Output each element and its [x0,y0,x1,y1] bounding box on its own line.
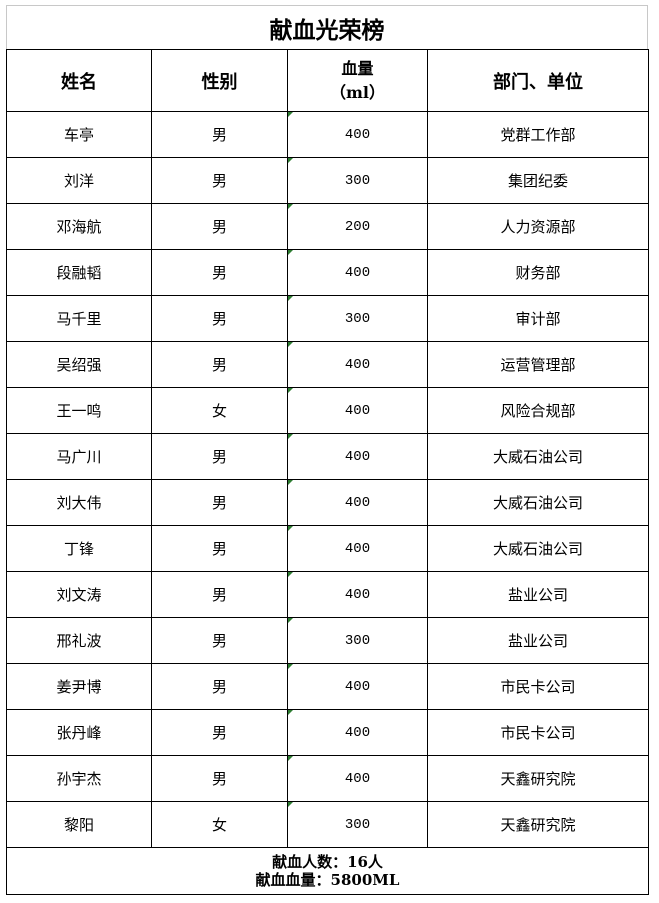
cell-volume[interactable]: 400 [287,433,428,480]
cell-volume[interactable]: 400 [287,341,428,388]
cell-volume[interactable]: 400 [287,663,428,710]
cell-volume[interactable]: 200 [287,203,428,250]
cell-gender[interactable]: 男 [151,341,288,388]
total-volume: 献血血量：5800ML [255,871,400,889]
cell-gender[interactable]: 男 [151,663,288,710]
cell-volume[interactable]: 400 [287,571,428,618]
cell-volume[interactable]: 300 [287,801,428,848]
table-row: 刘大伟男 400 大威石油公司 [6,479,649,526]
cell-volume[interactable]: 400 [287,387,428,434]
cell-name[interactable]: 邓海航 [6,203,152,250]
header-volume-line2: （ml） [329,82,385,102]
donor-count: 献血人数：16人 [272,853,383,871]
cell-dept[interactable]: 运营管理部 [427,341,649,388]
table-row: 邓海航男 200 人力资源部 [6,203,649,250]
table-row: 马广川男 400 大威石油公司 [6,433,649,480]
table-row: 刘文涛男 400 盐业公司 [6,571,649,618]
cell-name[interactable]: 张丹峰 [6,709,152,756]
cell-gender[interactable]: 男 [151,525,288,572]
cell-gender[interactable]: 男 [151,755,288,802]
table-row: 车亭男 400 党群工作部 [6,111,649,158]
cell-volume[interactable]: 300 [287,295,428,342]
cell-gender[interactable]: 男 [151,479,288,526]
cell-dept[interactable]: 盐业公司 [427,617,649,664]
cell-dept[interactable]: 风险合规部 [427,387,649,434]
cell-gender[interactable]: 女 [151,801,288,848]
cell-gender[interactable]: 男 [151,249,288,296]
cell-dept[interactable]: 财务部 [427,249,649,296]
table-row: 吴绍强男 400 运营管理部 [6,341,649,388]
header-volume-line1: 血量 [341,58,374,78]
cell-volume[interactable]: 300 [287,617,428,664]
cell-name[interactable]: 邢礼波 [6,617,152,664]
cell-dept[interactable]: 大威石油公司 [427,525,649,572]
cell-dept[interactable]: 盐业公司 [427,571,649,618]
cell-dept[interactable]: 人力资源部 [427,203,649,250]
donor-table: 姓名 性别 血量 （ml） 部门、单位 车亭男 400 党群工作部 刘洋男 300 集团纪委… [6,49,649,895]
cell-name[interactable]: 刘文涛 [6,571,152,618]
cell-name[interactable]: 刘大伟 [6,479,152,526]
table-row: 黎阳女 300 天鑫研究院 [6,801,649,848]
cell-gender[interactable]: 男 [151,617,288,664]
cell-dept[interactable]: 集团纪委 [427,157,649,204]
cell-dept[interactable]: 大威石油公司 [427,479,649,526]
cell-dept[interactable]: 审计部 [427,295,649,342]
cell-dept[interactable]: 市民卡公司 [427,709,649,756]
cell-name[interactable]: 孙宇杰 [6,755,152,802]
table-row: 姜尹博男 400 市民卡公司 [6,663,649,710]
cell-name[interactable]: 黎阳 [6,801,152,848]
cell-name[interactable]: 马广川 [6,433,152,480]
header-name: 姓名 [6,49,152,112]
cell-gender[interactable]: 男 [151,433,288,480]
cell-name[interactable]: 王一鸣 [6,387,152,434]
table-row: 王一鸣女 400 风险合规部 [6,387,649,434]
table-row: 孙宇杰男 400 天鑫研究院 [6,755,649,802]
cell-gender[interactable]: 男 [151,157,288,204]
table-row: 邢礼波男 300 盐业公司 [6,617,649,664]
cell-name[interactable]: 车亭 [6,111,152,158]
honor-roll-sheet: 献血光荣榜 姓名 性别 血量 （ml） 部门、单位 车亭男 400 党群工作部 刘洋男 3… [6,5,649,895]
cell-volume[interactable]: 400 [287,525,428,572]
cell-dept[interactable]: 大威石油公司 [427,433,649,480]
cell-dept[interactable]: 天鑫研究院 [427,755,649,802]
cell-gender[interactable]: 男 [151,571,288,618]
cell-volume[interactable]: 300 [287,157,428,204]
cell-name[interactable]: 吴绍强 [6,341,152,388]
cell-volume[interactable]: 400 [287,479,428,526]
cell-dept[interactable]: 市民卡公司 [427,663,649,710]
cell-gender[interactable]: 男 [151,111,288,158]
cell-name[interactable]: 姜尹博 [6,663,152,710]
cell-volume[interactable]: 400 [287,755,428,802]
cell-dept[interactable]: 党群工作部 [427,111,649,158]
summary-row: 献血人数：16人 献血血量：5800ML [6,847,649,895]
table-row: 丁锋男 400 大威石油公司 [6,525,649,572]
cell-gender[interactable]: 男 [151,203,288,250]
cell-volume[interactable]: 400 [287,249,428,296]
cell-gender[interactable]: 男 [151,295,288,342]
cell-name[interactable]: 丁锋 [6,525,152,572]
summary-cell: 献血人数：16人 献血血量：5800ML [6,847,649,895]
sheet-title: 献血光荣榜 [6,5,648,49]
header-dept: 部门、单位 [427,49,649,112]
header-volume: 血量 （ml） [287,49,428,112]
header-row: 姓名 性别 血量 （ml） 部门、单位 [6,49,649,112]
cell-gender[interactable]: 男 [151,709,288,756]
cell-name[interactable]: 马千里 [6,295,152,342]
cell-volume[interactable]: 400 [287,111,428,158]
cell-name[interactable]: 刘洋 [6,157,152,204]
table-row: 张丹峰男 400 市民卡公司 [6,709,649,756]
cell-dept[interactable]: 天鑫研究院 [427,801,649,848]
table-row: 段融韬男 400 财务部 [6,249,649,296]
cell-name[interactable]: 段融韬 [6,249,152,296]
cell-gender[interactable]: 女 [151,387,288,434]
table-row: 刘洋男 300 集团纪委 [6,157,649,204]
header-gender: 性别 [151,49,288,112]
table-row: 马千里男 300 审计部 [6,295,649,342]
cell-volume[interactable]: 400 [287,709,428,756]
